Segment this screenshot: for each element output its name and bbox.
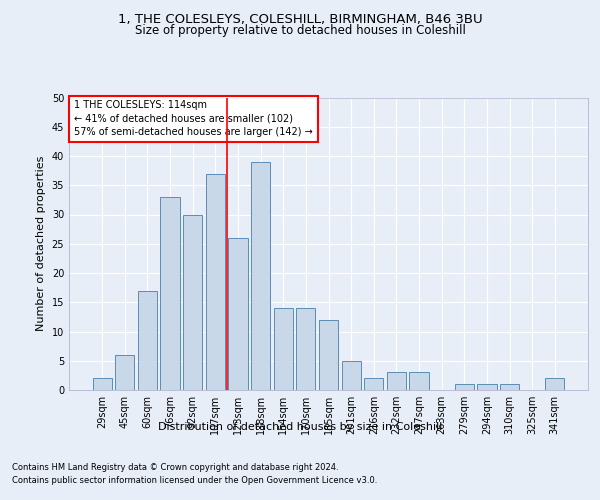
Text: 1, THE COLESLEYS, COLESHILL, BIRMINGHAM, B46 3BU: 1, THE COLESLEYS, COLESHILL, BIRMINGHAM,… xyxy=(118,12,482,26)
Bar xyxy=(545,378,565,390)
Text: Size of property relative to detached houses in Coleshill: Size of property relative to detached ho… xyxy=(134,24,466,37)
Bar xyxy=(92,378,112,390)
Bar xyxy=(364,378,383,390)
Text: Contains HM Land Registry data © Crown copyright and database right 2024.: Contains HM Land Registry data © Crown c… xyxy=(12,462,338,471)
Bar xyxy=(229,238,248,390)
Bar xyxy=(274,308,293,390)
Bar xyxy=(387,372,406,390)
Text: Distribution of detached houses by size in Coleshill: Distribution of detached houses by size … xyxy=(158,422,442,432)
Y-axis label: Number of detached properties: Number of detached properties xyxy=(36,156,46,332)
Bar xyxy=(115,355,134,390)
Text: Contains public sector information licensed under the Open Government Licence v3: Contains public sector information licen… xyxy=(12,476,377,485)
Bar xyxy=(183,214,202,390)
Bar xyxy=(477,384,497,390)
Bar xyxy=(206,174,225,390)
Bar xyxy=(409,372,428,390)
Bar xyxy=(455,384,474,390)
Text: 1 THE COLESLEYS: 114sqm
← 41% of detached houses are smaller (102)
57% of semi-d: 1 THE COLESLEYS: 114sqm ← 41% of detache… xyxy=(74,100,313,137)
Bar xyxy=(296,308,316,390)
Bar xyxy=(160,197,180,390)
Bar xyxy=(251,162,270,390)
Bar xyxy=(500,384,519,390)
Bar xyxy=(138,290,157,390)
Bar xyxy=(319,320,338,390)
Bar xyxy=(341,361,361,390)
